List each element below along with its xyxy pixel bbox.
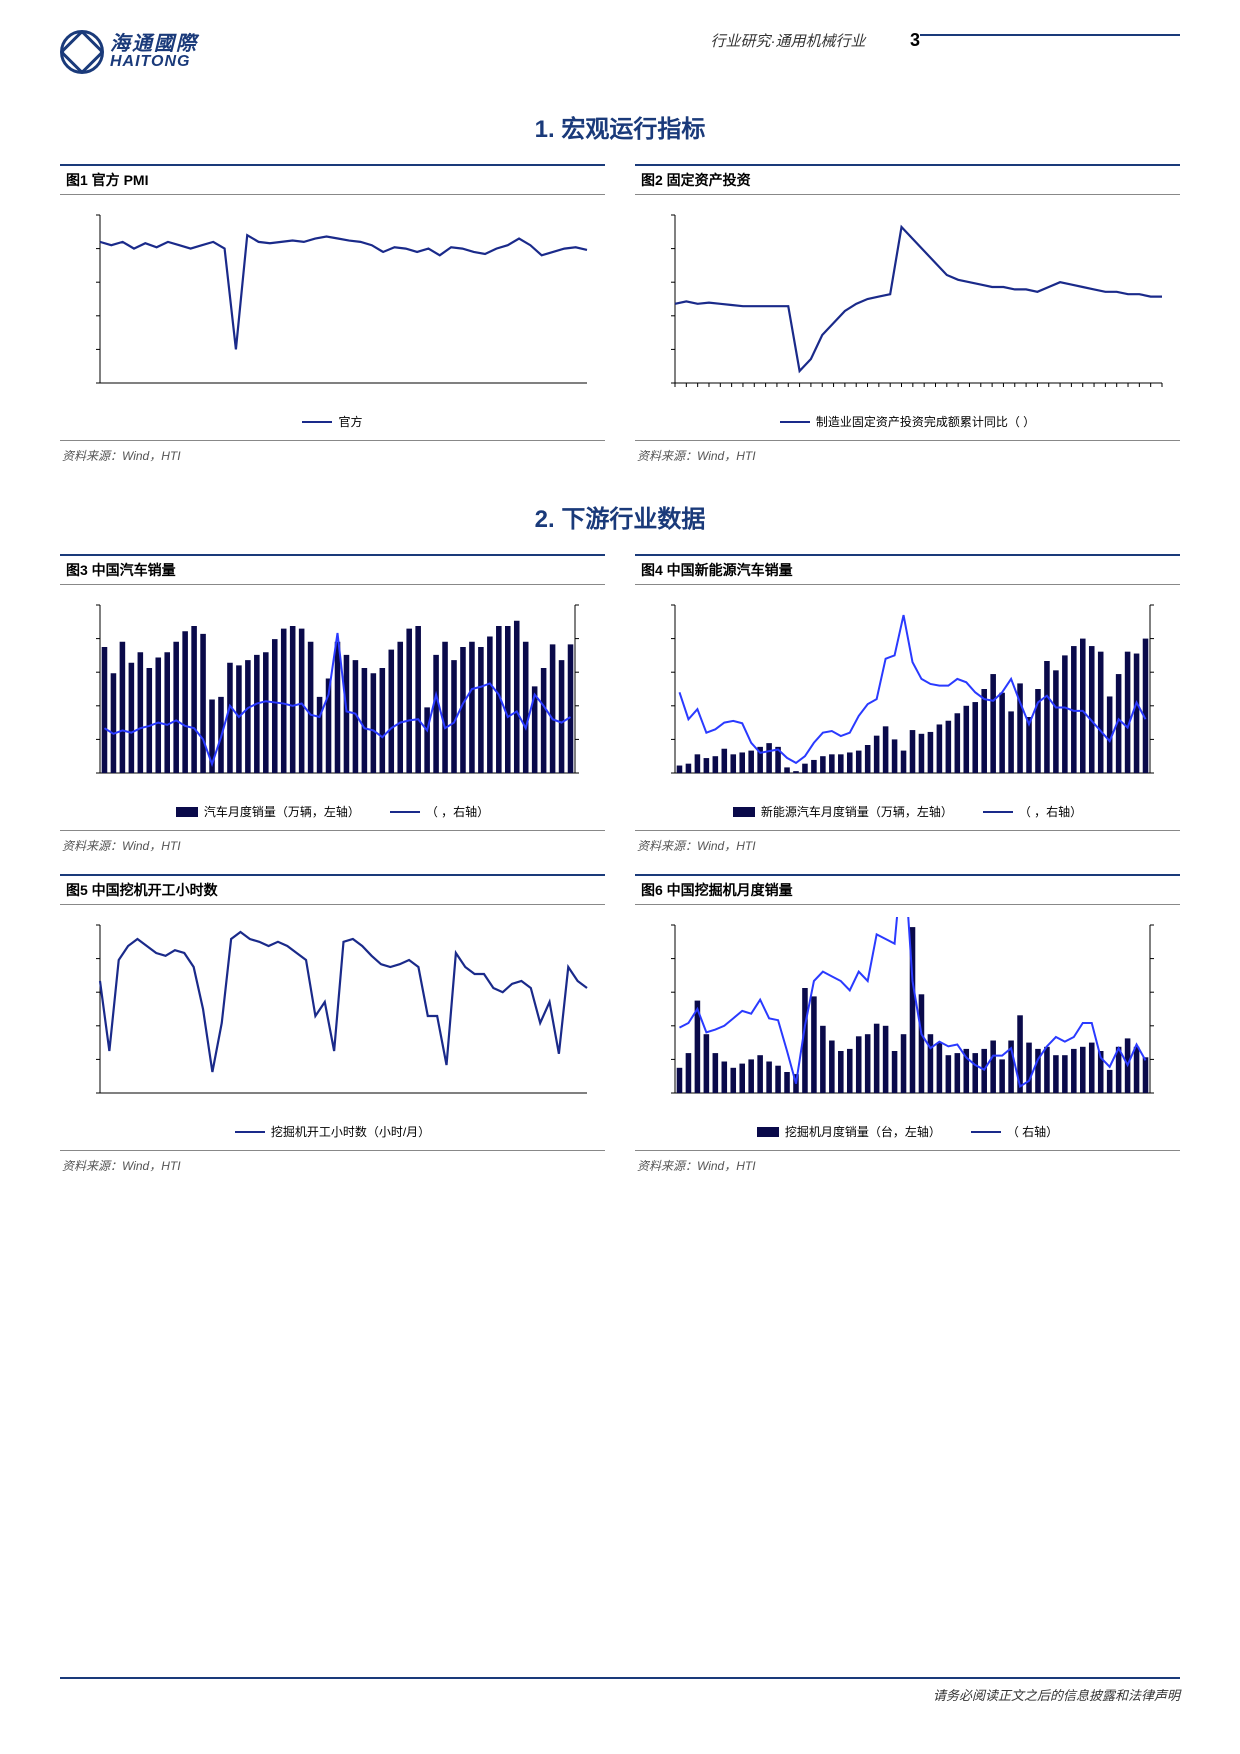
fig4-title: 图4 中国新能源汽车销量 [635,554,1180,585]
legend-line-swatch-icon [971,1131,1001,1133]
legend-bar-swatch-icon [733,807,755,817]
fig4-chart [645,597,1170,791]
brand-logo: 海通國際 HAITONG [60,30,198,74]
fig5-chart [70,917,595,1111]
fig6-chart [645,917,1170,1111]
legend-item: （ ，右轴） [390,803,489,820]
legend-label: （ 右轴） [1007,1123,1058,1140]
fig6-block: 图6 中国挖掘机月度销量 挖掘机月度销量（台，左轴） （ 右轴） 资料来源：Win… [635,874,1180,1174]
fig5-source: 资料来源：Wind，HTI [60,1151,605,1174]
section2-title: 2. 下游行业数据 [60,499,1180,534]
fig2-chart [645,207,1170,401]
legend-label: 挖掘机月度销量（台，左轴） [785,1123,941,1140]
fig5-title: 图5 中国挖机开工小时数 [60,874,605,905]
legend-line-swatch-icon [983,811,1013,813]
fig3-chart [70,597,595,791]
footer-text: 请务必阅读正文之后的信息披露和法律声明 [60,1679,1180,1704]
legend-item: 制造业固定资产投资完成额累计同比（ ） [780,413,1035,430]
fig6-source: 资料来源：Wind，HTI [635,1151,1180,1174]
legend-label: 新能源汽车月度销量（万辆，左轴） [761,803,953,820]
fig5-block: 图5 中国挖机开工小时数 挖掘机开工小时数（小时/月） 资料来源：Wind，HT… [60,874,605,1174]
fig2-legend: 制造业固定资产投资完成额累计同比（ ） [635,405,1180,441]
legend-bar-swatch-icon [176,807,198,817]
header-rule [920,34,1180,36]
legend-item: 挖掘机开工小时数（小时/月） [235,1123,430,1140]
legend-label: 汽车月度销量（万辆，左轴） [204,803,360,820]
legend-label: （ ，右轴） [426,803,489,820]
legend-item: （ ，右轴） [983,803,1082,820]
legend-item: 汽车月度销量（万辆，左轴） [176,803,360,820]
fig4-legend: 新能源汽车月度销量（万辆，左轴） （ ，右轴） [635,795,1180,831]
page-number: 3 [910,30,920,51]
fig6-legend: 挖掘机月度销量（台，左轴） （ 右轴） [635,1115,1180,1151]
logo-text-en: HAITONG [110,54,198,70]
legend-line-swatch-icon [390,811,420,813]
legend-bar-swatch-icon [757,1127,779,1137]
fig2-title: 图2 固定资产投资 [635,164,1180,195]
fig3-block: 图3 中国汽车销量 汽车月度销量（万辆，左轴） （ ，右轴） 资料来源：Wind，… [60,554,605,854]
logo-mark-icon [60,30,104,74]
legend-label: 官方 [338,413,362,430]
logo-text-cn: 海通國際 [110,34,198,54]
legend-label: （ ，右轴） [1019,803,1082,820]
legend-line-swatch-icon [302,421,332,423]
fig2-block: 图2 固定资产投资 制造业固定资产投资完成额累计同比（ ） 资料来源：Wind，… [635,164,1180,464]
doc-category: 行业研究·通用机械行业 [711,30,866,51]
fig3-title: 图3 中国汽车销量 [60,554,605,585]
fig1-legend: 官方 [60,405,605,441]
legend-item: （ 右轴） [971,1123,1058,1140]
fig1-source: 资料来源：Wind，HTI [60,441,605,464]
legend-item: 官方 [302,413,362,430]
fig1-chart [70,207,595,401]
page-footer: 请务必阅读正文之后的信息披露和法律声明 [60,1677,1180,1704]
header-right: 行业研究·通用机械行业 3 [711,30,1180,51]
legend-label: 制造业固定资产投资完成额累计同比（ ） [816,413,1035,430]
fig4-block: 图4 中国新能源汽车销量 新能源汽车月度销量（万辆，左轴） （ ，右轴） 资料来源… [635,554,1180,854]
legend-item: 挖掘机月度销量（台，左轴） [757,1123,941,1140]
fig4-source: 资料来源：Wind，HTI [635,831,1180,854]
fig2-source: 资料来源：Wind，HTI [635,441,1180,464]
section2-charts: 图3 中国汽车销量 汽车月度销量（万辆，左轴） （ ，右轴） 资料来源：Wind，… [60,554,1180,1174]
fig3-legend: 汽车月度销量（万辆，左轴） （ ，右轴） [60,795,605,831]
legend-label: 挖掘机开工小时数（小时/月） [271,1123,430,1140]
page-header: 海通國際 HAITONG 行业研究·通用机械行业 3 [60,30,1180,74]
fig6-title: 图6 中国挖掘机月度销量 [635,874,1180,905]
fig3-source: 资料来源：Wind，HTI [60,831,605,854]
legend-line-swatch-icon [780,421,810,423]
section1-title: 1. 宏观运行指标 [60,109,1180,144]
legend-line-swatch-icon [235,1131,265,1133]
legend-item: 新能源汽车月度销量（万辆，左轴） [733,803,953,820]
fig1-block: 图1 官方 PMI 官方 资料来源：Wind，HTI [60,164,605,464]
section1-charts: 图1 官方 PMI 官方 资料来源：Wind，HTI 图2 固定资产投资 制造业… [60,164,1180,464]
fig1-title: 图1 官方 PMI [60,164,605,195]
fig5-legend: 挖掘机开工小时数（小时/月） [60,1115,605,1151]
